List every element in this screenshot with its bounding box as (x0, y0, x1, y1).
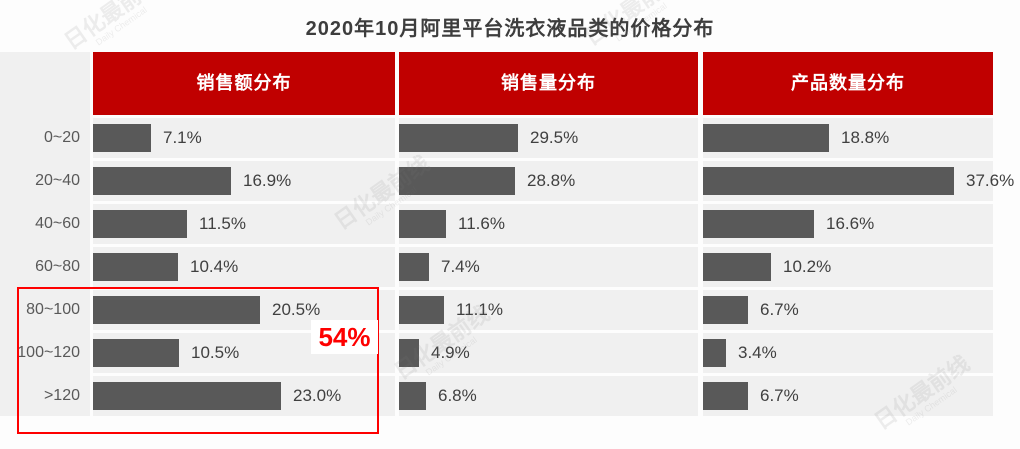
category-label: 20~40 (35, 172, 80, 189)
bar-value-label: 6.8% (438, 386, 477, 405)
bar (399, 210, 446, 238)
bar-value-label: 4.9% (431, 343, 470, 362)
chart-title: 2020年10月阿里平台洗衣液品类的价格分布 (305, 18, 715, 40)
bar-value-label: 10.5% (191, 343, 240, 362)
bar (399, 124, 518, 152)
category-label: 40~60 (35, 215, 80, 232)
bar-value-label: 18.8% (841, 128, 890, 147)
bar (703, 167, 954, 195)
category-label: 60~80 (35, 258, 80, 275)
bar (399, 167, 515, 195)
column-header: 销售量分布 (399, 52, 698, 115)
bar-value-label: 7.1% (163, 128, 202, 147)
row-band (399, 376, 698, 416)
bar (93, 296, 260, 324)
row-band (703, 376, 993, 416)
bar (399, 253, 429, 281)
annotation-highlight-box (17, 287, 379, 434)
bar (399, 382, 426, 410)
row-band (399, 247, 698, 287)
bar-value-label: 11.6% (458, 214, 505, 233)
bar (703, 124, 829, 152)
bar (399, 296, 444, 324)
category-label: 0~20 (43, 129, 80, 146)
bar-value-label: 29.5% (530, 128, 579, 147)
category-label: 100~120 (17, 344, 80, 361)
annotation-label-text: 54% (318, 321, 371, 352)
row-band (703, 290, 993, 330)
bar-value-label: 23.0% (293, 386, 342, 405)
row-band (399, 204, 698, 244)
bar (703, 339, 726, 367)
bar-value-label: 37.6% (966, 171, 1015, 190)
bar (93, 124, 151, 152)
column-header: 产品数量分布 (703, 52, 993, 115)
bar (399, 339, 419, 367)
bar-value-label: 20.5% (272, 300, 321, 319)
bar (93, 382, 281, 410)
bar (93, 339, 179, 367)
category-label: 80~100 (26, 301, 80, 318)
bar-value-label: 3.4% (738, 343, 777, 362)
bar-value-label: 7.4% (441, 257, 480, 276)
annotation-label: 54% (311, 320, 378, 354)
bar-value-label: 6.7% (760, 300, 799, 319)
bar-value-label: 28.8% (527, 171, 576, 190)
bar-value-label: 10.2% (783, 257, 832, 276)
category-label-column (0, 52, 90, 416)
bar-value-label: 11.1% (456, 300, 503, 319)
row-band (399, 333, 698, 373)
bar-value-label: 10.4% (190, 257, 239, 276)
row-band (703, 333, 993, 373)
bar-value-label: 6.7% (760, 386, 799, 405)
bar (93, 253, 178, 281)
bar-value-label: 11.5% (199, 214, 246, 233)
bar-value-label: 16.9% (243, 171, 292, 190)
bar (703, 253, 771, 281)
bar (93, 210, 187, 238)
row-band (399, 290, 698, 330)
bar (703, 296, 748, 324)
column-header: 销售额分布 (93, 52, 395, 115)
bar (703, 210, 814, 238)
bar (93, 167, 231, 195)
category-label: >120 (43, 387, 80, 404)
bar-value-label: 16.6% (826, 214, 875, 233)
bar (703, 382, 748, 410)
